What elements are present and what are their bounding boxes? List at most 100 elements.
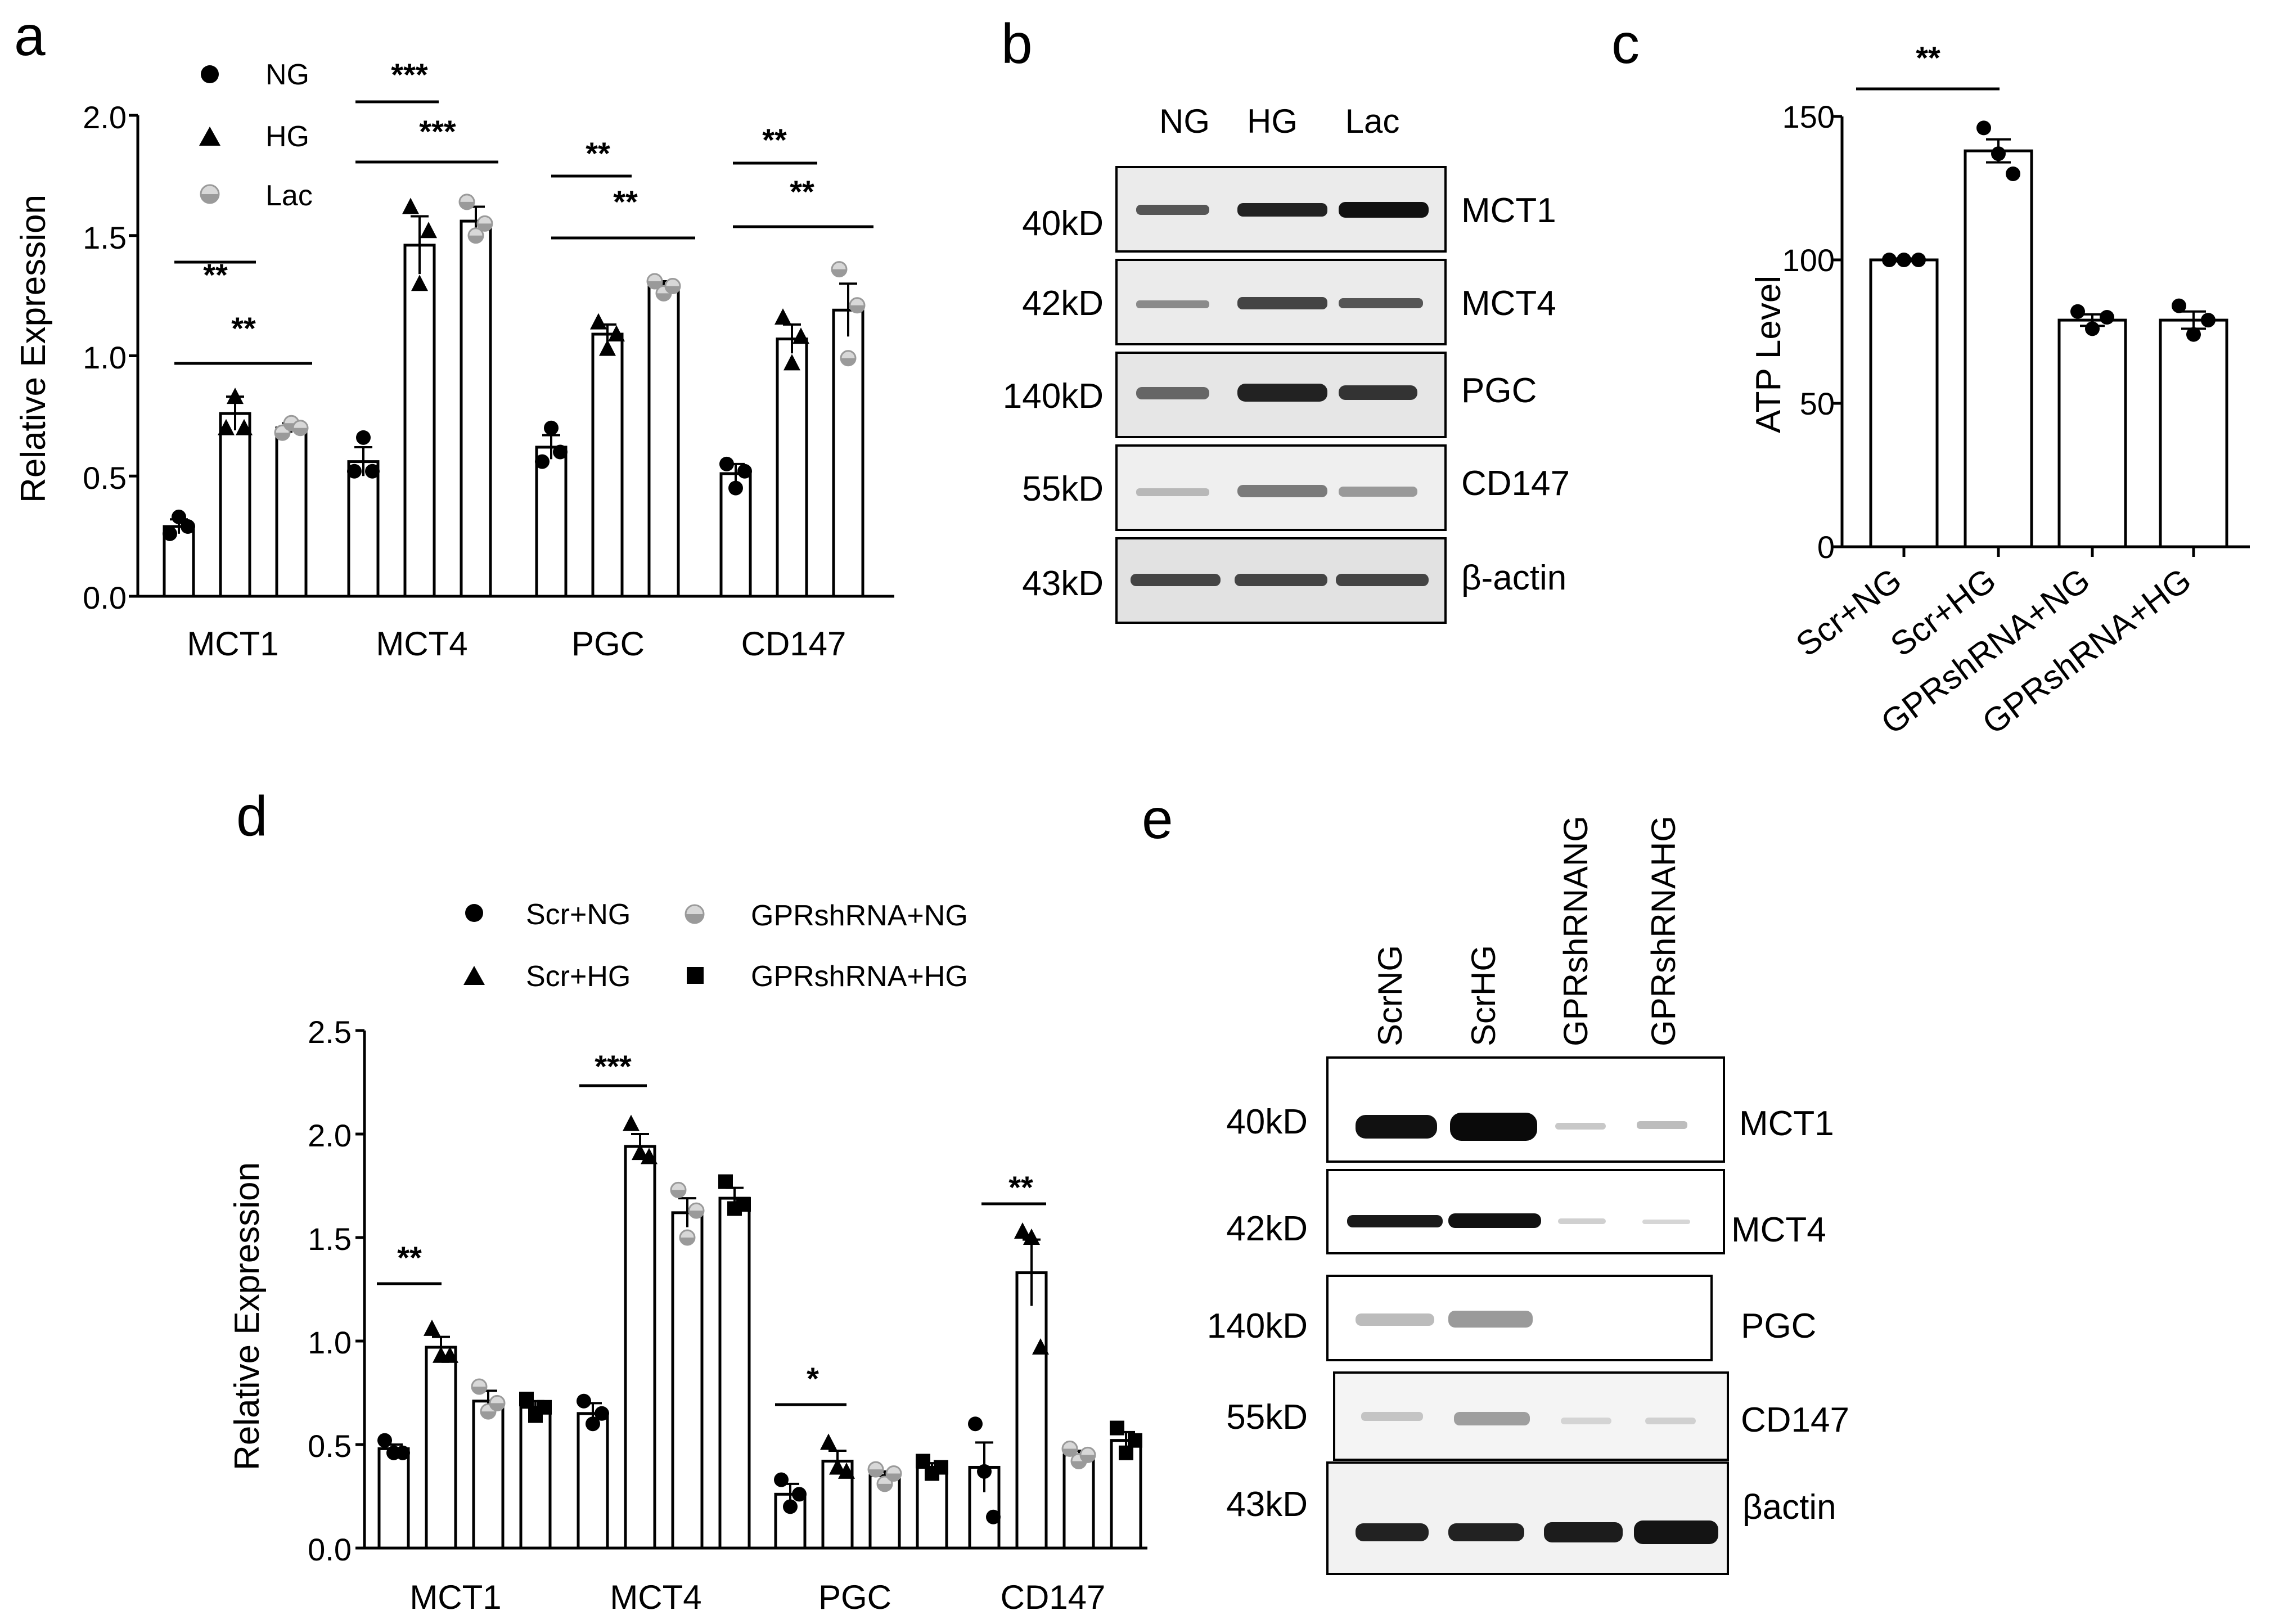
blot-e-kd-4: 55kD (1226, 1398, 1308, 1437)
blot-e-lane-gprshrnahg: GPRshRNAHG (1645, 816, 1682, 1046)
blot-b-row-pgc: 140kD PGC (1003, 352, 1537, 438)
a-point-3-0-0 (719, 456, 734, 471)
a-point-2-2-0-fill (647, 281, 662, 289)
panel-a-y-ticks: 0.0 0.5 1.0 1.5 2.0 (83, 100, 127, 615)
d-point-0-2-0-fill (472, 1386, 487, 1394)
a-point-3-1-2 (792, 327, 809, 344)
legend-label-ng: NG (265, 59, 309, 91)
a-point-0-0-1 (172, 509, 186, 524)
d-bar-1-0 (577, 1412, 609, 1550)
d-bar-3-1 (1015, 1271, 1048, 1550)
d-point-2-1-1 (829, 1458, 846, 1475)
legend-marker-ng (201, 65, 219, 83)
d-bar-3-2 (1062, 1453, 1095, 1550)
legend-label-scr-hg: Scr+HG (526, 960, 631, 993)
d-bar-0-3 (519, 1406, 552, 1550)
panel-d-x-label-pgc: PGC (818, 1578, 891, 1616)
blot-e-lane-scrhg: ScrHG (1465, 945, 1502, 1046)
d-point-0-1-2 (442, 1346, 458, 1363)
d-point-3-3-1 (1119, 1445, 1133, 1460)
sig-a-mct1-lac: ** (231, 311, 256, 346)
d-point-3-3-2 (1128, 1433, 1142, 1448)
blot-b-row-beta-actin: 43kD β-actin (1022, 537, 1566, 624)
blot-b-kd-4: 55kD (1022, 470, 1104, 509)
sig-d-pgc: * (807, 1361, 819, 1396)
a-point-0-2-0-fill (275, 433, 290, 440)
d-point-2-1-2 (838, 1462, 855, 1479)
blot-b-protein-5: β-actin (1461, 559, 1566, 597)
a-bar-0-2 (275, 426, 308, 598)
band (1131, 574, 1221, 586)
legend-label-lac: Lac (265, 179, 313, 212)
panel-d-tick-2: 1.0 (308, 1325, 352, 1360)
sig-c-scr: ** (1916, 40, 1940, 75)
d-point-2-2-1-fill (877, 1483, 892, 1491)
band (1339, 202, 1429, 218)
legend-label-scr-ng: Scr+NG (526, 898, 631, 931)
band (1237, 297, 1327, 309)
d-point-3-2-1-fill (1071, 1461, 1086, 1469)
blot-e-row-cd147: 55kD CD147 (1226, 1371, 1849, 1461)
sig-a-cd147-hg: ** (762, 122, 787, 158)
a-point-2-0-2 (553, 444, 568, 460)
a-point-3-2-2-fill (850, 305, 864, 313)
a-point-1-1-2 (420, 222, 437, 239)
d-point-1-2-2-fill (689, 1211, 704, 1218)
panel-d-x-labels: MCT1 MCT4 PGC CD147 (409, 1578, 1105, 1616)
d-bar-0-2 (472, 1400, 505, 1550)
band (1448, 1523, 1524, 1541)
blot-e-kd-1: 40kD (1226, 1103, 1308, 1141)
c-bar-2 (2057, 318, 2127, 548)
a-bar-2-1 (591, 332, 624, 598)
d-point-3-2-2-fill (1080, 1455, 1095, 1463)
panel-d-y-ticks: 0.0 0.5 1.0 1.5 2.0 2.5 (308, 1014, 352, 1567)
a-point-3-1-0 (774, 308, 791, 325)
panel-d-significance: ** *** * ** (377, 1049, 1046, 1406)
legend-marker-scr-ng (465, 904, 483, 922)
band (1339, 487, 1417, 497)
panel-d-tick-0: 0.0 (308, 1532, 352, 1567)
panel-c-y-ticks: 0 50 100 150 (1782, 99, 1835, 565)
panel-a-x-label-mct4: MCT4 (376, 625, 467, 663)
band (1339, 385, 1417, 400)
band (1237, 384, 1327, 402)
c-point-2-1 (2085, 321, 2100, 336)
band (1558, 1218, 1606, 1224)
panel-letter-b: b (1001, 12, 1033, 75)
panel-a-significance: ** ** *** *** ** ** ** ** (174, 57, 873, 365)
a-bar-1-0 (347, 460, 380, 598)
sig-d-cd147: ** (1008, 1169, 1033, 1205)
panel-a: a Relative Expression 0.0 0.5 1.0 1.5 2.… (14, 5, 894, 663)
a-point-1-0-1 (356, 430, 371, 445)
blot-e-protein-3: PGC (1741, 1307, 1816, 1346)
panel-c-significance: ** (1856, 40, 2000, 91)
sig-a-pgc-lac: ** (613, 184, 638, 219)
band (1555, 1123, 1606, 1130)
blot-e-protein-4: CD147 (1741, 1401, 1849, 1439)
blot-e-row-mct4: 42kD MCT4 (1226, 1169, 1826, 1254)
band (1356, 1313, 1434, 1326)
panel-c-tick-0: 0 (1817, 529, 1835, 565)
blot-e-kd-2: 42kD (1226, 1209, 1308, 1248)
panel-a-y-axis-label: Relative Expression (14, 195, 53, 503)
d-point-2-2-0-fill (868, 1469, 883, 1477)
panel-d-x-label-mct1: MCT1 (409, 1578, 501, 1616)
d-point-2-3-2 (934, 1460, 948, 1475)
panel-a-tick-4: 2.0 (83, 100, 127, 135)
d-point-1-1-0 (623, 1114, 640, 1131)
band (1561, 1418, 1611, 1424)
a-point-1-2-1-fill (469, 235, 483, 243)
blot-b-kd-5: 43kD (1022, 564, 1104, 603)
a-point-2-2-1-fill (656, 293, 671, 301)
panel-a-tick-2: 1.0 (83, 340, 127, 375)
c-point-1-1 (1991, 146, 2006, 161)
d-point-1-3-0 (718, 1174, 733, 1189)
band (1361, 1412, 1423, 1421)
d-point-2-0-2 (792, 1487, 807, 1502)
a-point-2-0-0 (535, 454, 550, 469)
d-point-2-1-0 (820, 1433, 837, 1450)
panel-a-x-label-pgc: PGC (571, 625, 645, 663)
d-point-1-0-0 (577, 1393, 591, 1409)
a-point-2-1-1 (599, 339, 616, 356)
c-point-0-0 (1882, 253, 1897, 267)
